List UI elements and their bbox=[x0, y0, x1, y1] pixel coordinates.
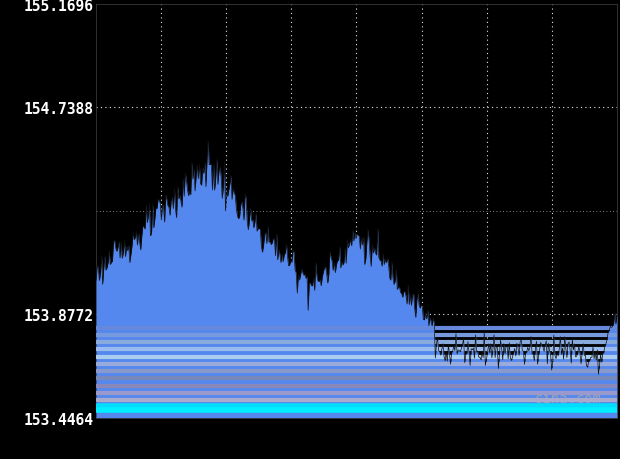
Text: sina.com: sina.com bbox=[534, 392, 601, 405]
